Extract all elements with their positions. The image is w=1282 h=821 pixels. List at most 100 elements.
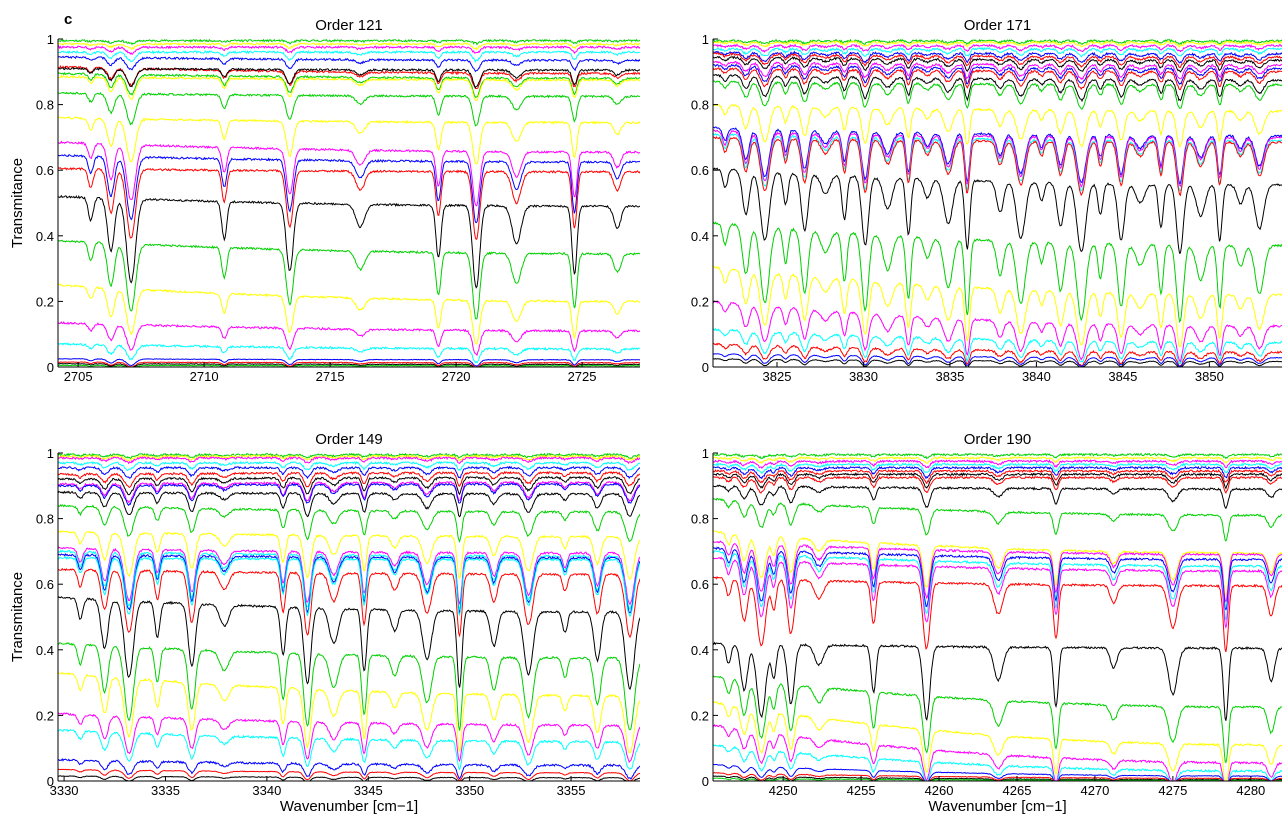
series-line-19 [58, 642, 640, 731]
chart-panel-4: Order 190 4250 4255 4260 4265 4270 4275 4280 0 0.… [691, 431, 1282, 815]
series-line-12 [58, 140, 640, 207]
series-line-10 [713, 67, 1282, 91]
series-line-2 [58, 454, 640, 462]
chart-panel-1: Order 121 2705 2710 2715 2720 2725 0 0.2 0.4 0.6 0… [9, 17, 640, 384]
series-line-24 [58, 768, 640, 781]
y-tick-label: 0.6 [36, 163, 54, 178]
series-line-12 [58, 530, 640, 581]
x-tick-label: 2725 [568, 369, 597, 384]
series-line-22 [58, 362, 640, 367]
series-line-20 [58, 671, 640, 754]
series-line-9 [58, 482, 640, 507]
series-line-18 [58, 596, 640, 691]
y-tick-label: 0.8 [36, 512, 54, 527]
series-group [713, 39, 1282, 367]
series-line-19 [713, 701, 1282, 781]
series-line-7 [713, 55, 1282, 73]
x-tick-label: 4280 [1236, 783, 1265, 798]
series-line-7 [58, 66, 640, 89]
series-line-19 [58, 342, 640, 364]
series-line-13 [58, 546, 640, 606]
series-line-8 [58, 480, 640, 504]
x-tick-label: 3845 [1108, 369, 1137, 384]
series-line-18 [713, 167, 1282, 254]
x-tick-label: 3335 [151, 783, 180, 798]
series-line-23 [713, 772, 1282, 781]
series-line-16 [713, 575, 1282, 653]
series-line-11 [713, 74, 1282, 103]
series-line-20 [58, 358, 640, 367]
x-tick-label: 3330 [50, 783, 79, 798]
y-tick-label: 0 [47, 360, 54, 375]
series-line-13 [713, 103, 1282, 148]
x-tick-label: 3835 [935, 369, 964, 384]
series-group [58, 453, 640, 781]
series-line-16 [58, 556, 640, 618]
series-group [58, 39, 640, 367]
series-line-1 [58, 453, 640, 460]
series-line-13 [58, 154, 640, 224]
series-line-11 [58, 116, 640, 165]
series-line-21 [713, 300, 1282, 363]
y-tick-label: 0 [702, 360, 709, 375]
series-line-25 [58, 775, 640, 781]
series-line-10 [58, 490, 640, 518]
y-tick-label: 1 [47, 446, 54, 461]
chart-title: Order 121 [315, 17, 383, 34]
x-tick-label: 3825 [763, 369, 792, 384]
series-line-15 [713, 129, 1282, 188]
series-line-23 [58, 364, 640, 367]
series-line-15 [58, 552, 640, 615]
series-line-14 [713, 550, 1282, 622]
y-tick-label: 0.6 [691, 577, 709, 592]
series-line-8 [713, 475, 1282, 494]
y-tick-label: 0.6 [691, 163, 709, 178]
series-line-11 [713, 530, 1282, 597]
y-tick-label: 0.4 [36, 229, 54, 244]
series-line-9 [713, 484, 1282, 510]
series-line-6 [713, 469, 1282, 485]
y-axis-label: Transmitance [9, 572, 26, 662]
y-tick-label: 1 [702, 446, 709, 461]
series-line-9 [58, 74, 640, 101]
series-line-22 [58, 728, 640, 771]
y-tick-label: 0.2 [36, 708, 54, 723]
series-line-17 [713, 641, 1282, 722]
series-line-4 [58, 49, 640, 63]
series-line-25 [713, 358, 1282, 367]
x-tick-label: 3355 [557, 783, 586, 798]
series-line-23 [713, 342, 1282, 367]
series-line-7 [713, 472, 1282, 490]
chart-panel-3: Order 149 3330 3335 3340 3345 3350 3355 0 0.2 0.4… [9, 431, 640, 815]
series-line-24 [713, 353, 1282, 367]
y-tick-label: 1 [47, 32, 54, 47]
series-line-20 [713, 265, 1282, 348]
x-tick-label: 3830 [849, 369, 878, 384]
series-line-16 [713, 133, 1282, 192]
series-line-4 [713, 46, 1282, 58]
series-line-13 [713, 546, 1282, 611]
series-line-16 [58, 239, 640, 320]
series-line-15 [58, 194, 640, 289]
x-tick-label: 3340 [252, 783, 281, 798]
x-tick-label: 4275 [1158, 783, 1187, 798]
x-axis-label: Wavenumber [cm−1] [928, 798, 1066, 815]
y-tick-label: 0.8 [691, 512, 709, 527]
y-tick-label: 0.4 [691, 643, 709, 658]
y-tick-label: 1 [702, 32, 709, 47]
series-line-23 [58, 757, 640, 780]
x-tick-label: 2705 [64, 369, 93, 384]
series-line-5 [713, 50, 1282, 64]
series-line-8 [713, 60, 1282, 81]
series-line-14 [58, 549, 640, 611]
y-tick-label: 0.4 [691, 229, 709, 244]
y-tick-label: 0.6 [36, 577, 54, 592]
y-tick-label: 0.2 [691, 294, 709, 309]
series-line-2 [58, 41, 640, 51]
series-line-17 [713, 136, 1282, 197]
series-line-4 [58, 460, 640, 472]
series-line-7 [58, 475, 640, 496]
series-line-3 [713, 459, 1282, 469]
series-line-22 [713, 763, 1282, 781]
